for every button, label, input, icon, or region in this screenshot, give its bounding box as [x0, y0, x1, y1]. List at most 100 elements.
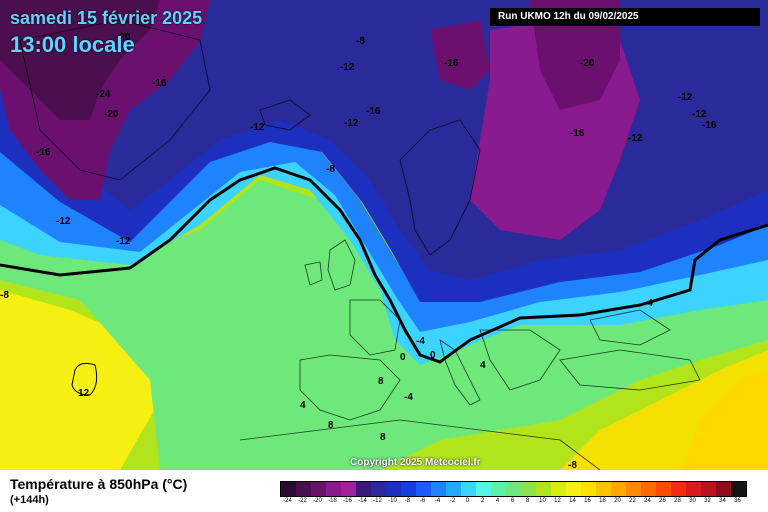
color-swatch [356, 482, 371, 496]
green-band [0, 180, 768, 470]
purple-kola [530, 0, 620, 110]
coast-britain [327, 239, 356, 291]
color-swatch [491, 482, 506, 496]
lightblue-band [0, 140, 768, 332]
forecast-date: samedi 15 février 2025 [10, 8, 203, 28]
color-swatch [386, 482, 401, 496]
coastlines [19, 19, 701, 470]
yellow-southeast-zone [560, 350, 768, 470]
color-scale-label: 24 [644, 498, 651, 504]
color-swatch [566, 482, 581, 496]
isotherm-label: 8 [328, 420, 334, 431]
color-swatch [341, 482, 356, 496]
purple-greenland-core [0, 0, 160, 120]
coast-france [349, 299, 401, 356]
isotherm-label: -8 [0, 290, 9, 301]
isotherm-label: -16 [152, 78, 167, 89]
isotherm-label: -12 [340, 62, 355, 73]
coast-balkans [479, 329, 561, 391]
color-swatch [701, 482, 716, 496]
color-swatch [731, 482, 746, 496]
isotherm-label: -16 [702, 120, 717, 131]
color-scale-label: 26 [659, 498, 666, 504]
purple-scandinavia [430, 20, 490, 90]
isotherm-label: -12 [692, 109, 707, 120]
color-scale-label: -16 [343, 498, 352, 504]
zero-isotherm [0, 166, 768, 364]
isotherm-label: 0 [400, 352, 406, 363]
isotherm-loop-12 [71, 362, 98, 396]
color-swatch [581, 482, 596, 496]
color-scale-label: 0 [465, 498, 470, 504]
color-swatch [281, 482, 296, 496]
color-swatch [461, 482, 476, 496]
isotherm-label: -12 [678, 92, 693, 103]
color-swatch [551, 482, 566, 496]
isotherm-label: 8 [380, 432, 386, 443]
color-swatch [536, 482, 551, 496]
isotherm-label: -16 [444, 58, 459, 69]
color-swatch [626, 482, 641, 496]
color-scale-label: 36 [734, 498, 741, 504]
isotherm-label: -12 [116, 236, 131, 247]
coast-greenland [19, 19, 211, 181]
color-scale-label: -14 [358, 498, 367, 504]
isotherm-label-group: -20 -8 -16 -20 -24 -16 -20 -12 -16 -12 -… [0, 32, 717, 470]
color-swatch [656, 482, 671, 496]
color-swatch [611, 482, 626, 496]
color-swatch [716, 482, 731, 496]
isotherm-label: -20 [116, 32, 131, 43]
coast-ireland [304, 261, 323, 286]
color-swatch [671, 482, 686, 496]
color-swatch [506, 482, 521, 496]
forecast-time: 13:00 locale [10, 32, 135, 57]
isotherm-label: -4 [644, 298, 653, 309]
isotherm-label: -16 [570, 128, 585, 139]
color-swatch [446, 482, 461, 496]
color-swatch [401, 482, 416, 496]
color-swatch [431, 482, 446, 496]
coast-iceland [259, 99, 311, 131]
color-scale-label: -2 [449, 498, 456, 504]
color-scale-label: -10 [388, 498, 397, 504]
color-scale-label: 30 [689, 498, 696, 504]
model-run-label: Run UKMO 12h du 09/02/2025 [490, 8, 760, 26]
isotherm-label: -8 [326, 164, 335, 175]
isotherm-label: -12 [250, 122, 265, 133]
color-swatch [596, 482, 611, 496]
color-scale-label: 14 [569, 498, 576, 504]
lead-time: (+144h) [10, 494, 49, 506]
color-scale-label: -8 [404, 498, 411, 504]
color-scale-label: -18 [328, 498, 337, 504]
color-scale-label: -6 [419, 498, 426, 504]
isotherm-label: -16 [366, 106, 381, 117]
color-swatch [521, 482, 536, 496]
isotherm-label: -24 [96, 89, 111, 100]
color-scale-label: -24 [283, 498, 292, 504]
isotherm-label: -20 [580, 58, 595, 69]
isotherm-label: -16 [36, 147, 51, 158]
isotherm-label: -12 [628, 133, 643, 144]
color-swatch [416, 482, 431, 496]
isotherm-label: 0 [430, 350, 436, 361]
coast-black-sea [589, 309, 671, 346]
color-swatch [641, 482, 656, 496]
color-scale-label: 2 [480, 498, 485, 504]
coast-scandinavia [399, 119, 481, 256]
color-scale-label: -12 [373, 498, 382, 504]
color-scale-label: 16 [584, 498, 591, 504]
color-swatch [476, 482, 491, 496]
color-scale-label: -22 [298, 498, 307, 504]
color-swatch [371, 482, 386, 496]
color-swatch [686, 482, 701, 496]
coast-italy [439, 339, 481, 406]
color-scale-label: 18 [599, 498, 606, 504]
isotherm-label: -4 [416, 336, 425, 347]
color-scale-label: 10 [539, 498, 546, 504]
isotherm-label: -12 [344, 118, 359, 129]
color-scale-label: -20 [313, 498, 322, 504]
color-swatch [296, 482, 311, 496]
variable-title: Température à 850hPa (°C) [10, 476, 188, 492]
color-scale-label: -4 [434, 498, 441, 504]
coast-turkey [559, 349, 701, 391]
